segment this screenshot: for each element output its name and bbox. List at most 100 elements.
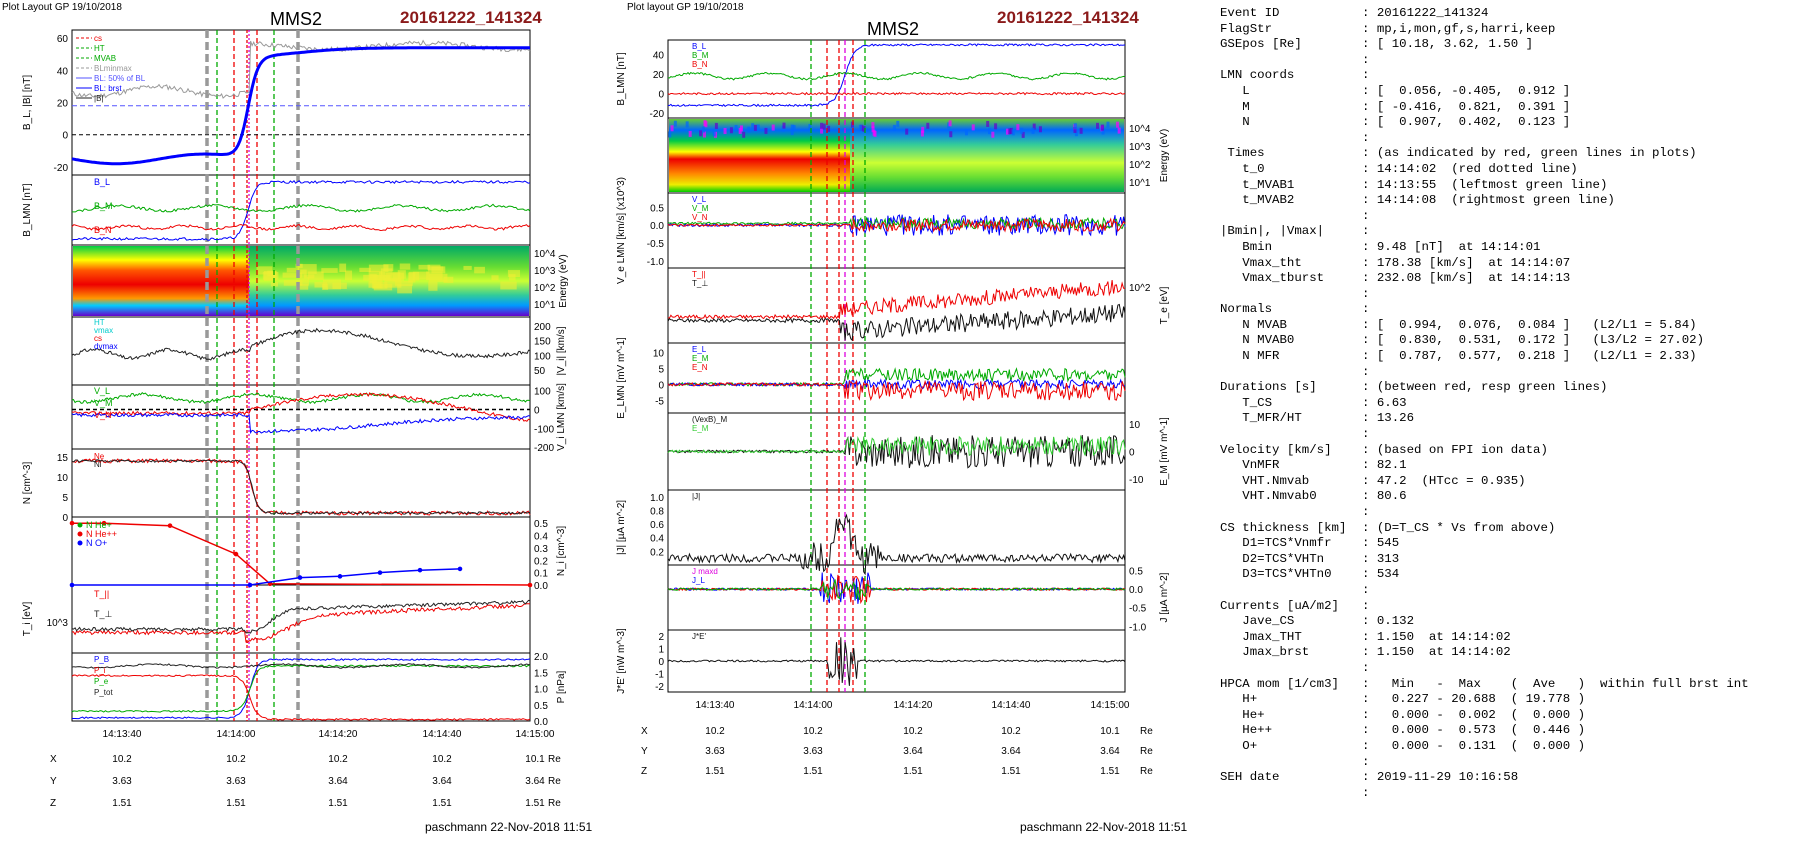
middle-spectrogram-speck: [1073, 123, 1077, 130]
middle-bm-line: [667, 71, 1126, 81]
middle-pos-value: 10.1: [1100, 726, 1120, 737]
info-row: VHT.Nmvab0: 80.6: [1220, 489, 1749, 505]
info-key: T_CS: [1220, 395, 1273, 410]
middle-ytick: 10: [1129, 420, 1141, 431]
info-value: :: [1362, 224, 1370, 239]
left-time-tick: 14:14:20: [319, 729, 358, 740]
middle-ytick: 0: [658, 380, 664, 391]
middle-ytick: 5: [658, 364, 664, 375]
left-spectrogram-patch: [308, 271, 324, 280]
middle-spectrogram-speck: [822, 123, 826, 130]
info-value: : 80.6: [1362, 489, 1407, 504]
info-row: N: [ 0.907, 0.402, 0.123 ]: [1220, 115, 1749, 131]
middle-spectrogram-speck: [926, 122, 930, 129]
left-pressure-line: [71, 664, 531, 713]
left-time-tick: 14:13:40: [103, 729, 142, 740]
left-legend-label: cs: [94, 334, 102, 343]
middle-ytick: 20: [653, 70, 665, 81]
middle-legend-label: E_L: [692, 345, 707, 354]
left-pos-value: 3.63: [226, 776, 246, 787]
middle-ytick: 10^2: [1129, 283, 1151, 294]
middle-spectrogram-speck: [1011, 129, 1015, 136]
left-spectrogram-patch: [296, 284, 309, 290]
info-row: D2=TCS*VHTn: 313: [1220, 552, 1749, 568]
middle-ytick: 40: [653, 51, 665, 62]
left-legend-label: B_L: [94, 177, 110, 187]
middle-legend-label: J_L: [692, 576, 705, 585]
left-pos-value: 10.2: [112, 754, 132, 765]
middle-je-line: [667, 637, 1126, 686]
left-pressure-line: [72, 658, 531, 720]
middle-ytick: 0.4: [650, 534, 664, 545]
left-oplus-point: [417, 567, 423, 573]
left-ytick: 10^1: [534, 300, 556, 311]
middle-spectrogram-speck: [820, 127, 824, 134]
middle-time-tick: 14:14:40: [992, 700, 1031, 711]
info-key: GSEpos [Re]: [1220, 37, 1302, 52]
info-row: He+: 0.000 - 0.002 ( 0.000 ): [1220, 708, 1749, 724]
left-oplus-point: [457, 566, 463, 572]
middle-spectrogram-speck: [1005, 128, 1009, 135]
left-pos-value: 10.2: [328, 754, 348, 765]
left-ytick: 100: [534, 387, 551, 398]
left-spectrogram-patch: [344, 270, 353, 281]
left-legend-dot: [77, 531, 83, 537]
left-spectrogram-patch: [373, 283, 393, 291]
middle-spectrogram-speck: [820, 122, 824, 129]
middle-spectrogram-speck: [808, 123, 812, 130]
left-spectrogram-patch: [509, 274, 516, 281]
left-ylabel: N [cm^-3]: [22, 462, 33, 505]
middle-footer: paschmann 22-Nov-2018 11:51: [1020, 820, 1188, 834]
info-value: : 82.1: [1362, 458, 1407, 473]
left-spectrogram-patch: [297, 264, 317, 274]
middle-ytick: -1.0: [647, 257, 665, 268]
middle-spectrogram-speck: [1106, 121, 1110, 128]
middle-spectrogram-speck: [702, 131, 706, 138]
middle-ylabel: |J| [µA m^-2]: [616, 500, 627, 555]
middle-spectrogram-speck: [771, 124, 775, 131]
left-legend-label: dvmax: [94, 342, 118, 351]
middle-spectrogram-speck: [827, 125, 831, 132]
left-legend-label: V_M: [94, 398, 113, 408]
info-value: :: [1362, 208, 1370, 223]
info-value: : 0.227 - 20.688 ( 19.778 ): [1362, 692, 1586, 707]
middle-spectrogram-msh: [669, 119, 851, 192]
info-value: :: [1362, 68, 1370, 83]
middle-spectrogram-speck: [670, 125, 674, 132]
middle-spectrogram-speck: [1073, 126, 1077, 133]
info-value: :: [1362, 598, 1370, 613]
info-row: Event ID: 20161222_141324: [1220, 6, 1749, 22]
middle-spectrogram-speck: [1079, 127, 1083, 134]
left-legend-label: HT: [94, 44, 105, 53]
left-panel-6-frame: [71, 448, 531, 518]
left-ylabel: Energy (eV): [558, 254, 569, 307]
middle-spectrogram-speck: [1021, 131, 1025, 138]
left-time-tick: 14:15:00: [516, 729, 555, 740]
middle-spectrogram-speck: [1074, 130, 1078, 137]
info-value: : [ 0.787, 0.577, 0.218 ] (L2/L1 = 2.33): [1362, 349, 1697, 364]
middle-spectrogram-speck: [685, 121, 689, 128]
middle-ytick: 0: [658, 90, 664, 101]
left-legend-label: |B|: [94, 94, 104, 103]
left-footer: paschmann 22-Nov-2018 11:51: [425, 820, 593, 834]
left-blmn-line: [71, 180, 531, 241]
left-oplus-point: [247, 582, 253, 588]
middle-spectrogram-speck: [739, 125, 743, 132]
middle-legend-label: E_M: [692, 354, 709, 363]
middle-time-tick: 14:15:00: [1091, 700, 1130, 711]
left-pos-label: Y: [50, 776, 57, 787]
middle-spectrogram-speck: [1009, 127, 1013, 134]
left-pos-unit: Re: [548, 776, 561, 787]
left-legend-dot: [77, 540, 83, 546]
middle-spectrogram-speck: [871, 126, 875, 133]
middle-spectrogram-speck: [1101, 128, 1105, 135]
middle-pos-value: 1.51: [803, 766, 823, 777]
left-spectrogram-patch: [256, 266, 273, 275]
info-key: Currents [uA/m2]: [1220, 598, 1339, 613]
left-hepp-line: [72, 522, 531, 586]
left-spectrogram-patch: [491, 275, 499, 281]
info-key: Vmax_tburst: [1220, 271, 1325, 286]
left-ytick: 50: [534, 366, 546, 377]
middle-vexb-line: [667, 434, 1126, 469]
left-ylabel: V_i LMN [km/s]: [556, 383, 567, 451]
